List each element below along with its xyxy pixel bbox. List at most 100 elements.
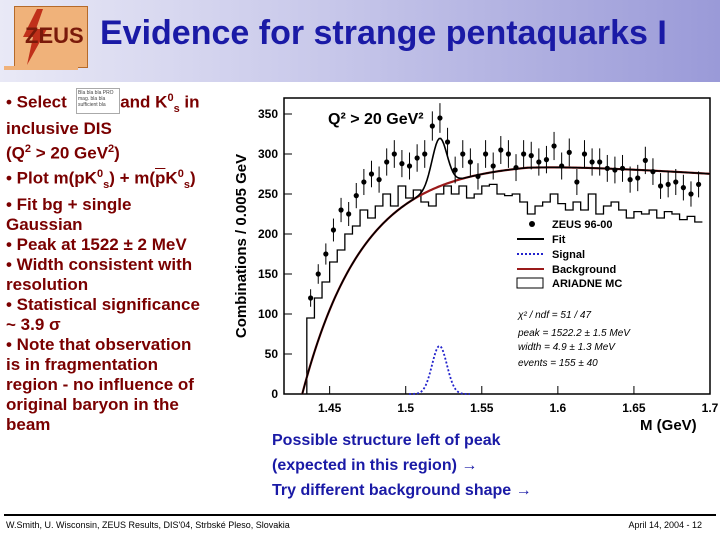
data-point <box>612 167 618 173</box>
footer-citation: W.Smith, U. Wisconsin, ZEUS Results, DIS… <box>6 520 290 530</box>
bullet-line: • Select and K0s in <box>6 92 200 116</box>
bullet-line: • Width consistent with <box>6 254 193 274</box>
x-tick-label: 1.5 <box>397 401 414 415</box>
legend: ZEUS 96-00 Fit Signal Background ARIADNE… <box>516 219 622 290</box>
signal-curve <box>409 345 470 395</box>
bullet-line: (Q2 > 20 GeV2) <box>6 143 120 163</box>
bullet-list: • Select and K0s in inclusive DIS (Q2 > … <box>6 88 246 435</box>
data-point <box>353 193 359 199</box>
bullet-line: original baryon in the <box>6 394 179 414</box>
note-line: Possible structure left of peak <box>272 432 501 449</box>
data-point <box>429 123 435 129</box>
title-banner <box>0 0 720 82</box>
data-point <box>308 295 314 301</box>
fit-curve <box>301 137 711 395</box>
data-point <box>338 207 344 213</box>
lightning-icon <box>23 9 47 65</box>
data-point <box>330 227 337 233</box>
background-curve <box>301 166 711 395</box>
data-point <box>315 271 321 277</box>
data-point <box>513 165 519 171</box>
data-point <box>581 151 588 157</box>
legend-label: Background <box>552 264 616 276</box>
fit-events: events = 155 ± 40 <box>518 358 598 369</box>
data-point <box>452 167 458 173</box>
data-point <box>627 177 633 183</box>
y-tick-label: 0 <box>271 387 278 401</box>
data-point <box>368 171 375 177</box>
legend-marker-data <box>529 221 535 227</box>
y-tick-label: 50 <box>265 347 279 361</box>
legend-label: ARIADNE MC <box>552 278 622 290</box>
data-point <box>384 159 390 165</box>
inset-table-line: sufficient bla <box>78 102 106 108</box>
zeus-logo: ZEUS <box>14 6 88 68</box>
note-line: (expected in this region) → <box>272 457 478 474</box>
data-point <box>399 161 405 167</box>
x-tick-label: 1.6 <box>550 401 567 415</box>
data-point <box>521 151 527 157</box>
bullet-line: • Note that observation <box>6 334 192 354</box>
inset-table-line: Bla bla bla PRO <box>78 90 114 96</box>
data-point <box>604 165 610 171</box>
data-point <box>460 151 466 157</box>
observation-note: Possible structure left of peak (expecte… <box>272 428 532 503</box>
bullet-line: inclusive DIS <box>6 119 112 139</box>
data-point <box>346 211 352 217</box>
bullet-line: beam <box>6 414 51 434</box>
inset-table-line: mag. bla bla <box>78 96 106 102</box>
bullet-line: • Plot m(pK0s) + m(pK0s) <box>6 167 196 191</box>
data-point <box>490 163 496 169</box>
legend-label: ZEUS 96-00 <box>552 219 613 231</box>
data-point <box>475 173 481 179</box>
data-point <box>482 151 489 157</box>
data-point <box>536 159 542 165</box>
data-point <box>559 163 565 169</box>
data-point <box>680 185 686 191</box>
page-title: Evidence for strange pentaquarks I <box>100 14 667 52</box>
data-point <box>551 143 557 149</box>
data-point <box>673 179 679 185</box>
x-tick-label: 1.45 <box>318 401 342 415</box>
data-point <box>444 139 451 145</box>
data-point <box>642 157 648 163</box>
data-point <box>376 177 382 183</box>
plot-frame <box>283 97 711 395</box>
bullet-line: ~ 3.9 σ <box>6 314 61 334</box>
y-tick-label: 100 <box>258 307 278 321</box>
footer-divider <box>4 514 716 516</box>
y-tick-label: 200 <box>258 227 278 241</box>
x-tick-label: 1.65 <box>622 401 646 415</box>
data-point <box>619 165 626 171</box>
mc-histogram <box>306 183 703 394</box>
legend-label: Fit <box>552 234 566 246</box>
bullet-line: • Fit bg + single <box>6 194 132 214</box>
x-tick-label: 1.7 <box>702 401 719 415</box>
x-axis-label: M (GeV) <box>640 417 697 434</box>
bullet-line: is in fragmentation <box>6 354 159 374</box>
inset-table: Bla bla bla PRO mag. bla bla sufficient … <box>76 88 120 114</box>
data-point <box>589 159 595 165</box>
x-tick-label: 1.55 <box>470 401 494 415</box>
fit-results: χ² / ndf = 51 / 47 peak = 1522.2 ± 1.5 M… <box>517 310 631 369</box>
footer-date-page: April 14, 2004 - 12 <box>628 520 702 530</box>
y-axis-label: Combinations / 0.005 GeV <box>233 154 250 338</box>
data-point <box>422 151 428 157</box>
data-point <box>688 191 694 197</box>
logo-underline <box>4 66 78 70</box>
logo-text: ZEUS <box>25 23 84 48</box>
data-point <box>437 115 443 121</box>
data-point <box>498 147 504 153</box>
data-point <box>597 159 603 165</box>
fit-peak: peak = 1522.2 ± 1.5 MeV <box>517 328 631 339</box>
legend-label: Signal <box>552 249 585 261</box>
mass-spectrum-chart: 1.45 1.5 1.55 1.6 1.65 1.7 0 50 100 150 200 250 300 3… <box>233 97 719 434</box>
legend-marker-mc <box>516 277 544 289</box>
bullet-line: resolution <box>6 274 89 294</box>
y-tick-label: 250 <box>258 187 278 201</box>
data-point <box>665 181 671 187</box>
fit-width: width = 4.9 ± 1.3 MeV <box>518 342 616 353</box>
bullet-line: region - no influence of <box>6 374 194 394</box>
data-point <box>361 179 367 185</box>
fit-chi2: χ² / ndf = 51 / 47 <box>517 310 591 321</box>
